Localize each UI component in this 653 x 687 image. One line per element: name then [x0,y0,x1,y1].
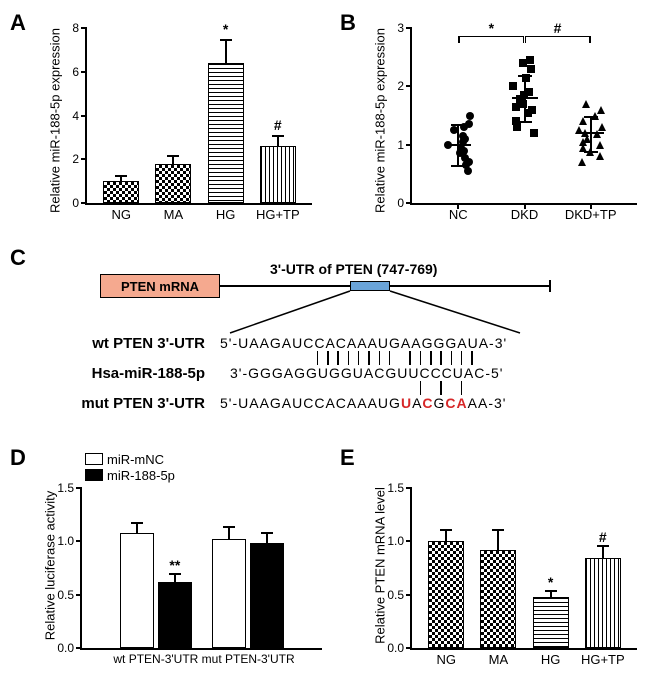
mir-seq: 3'-GGGAGGUGGUACGUUCCCUAC-5' [230,365,503,381]
scatter-point [527,65,535,73]
scatter-point [582,100,590,108]
panel-c: PTEN mRNA 3'-UTR of PTEN (747-769) wt PT… [40,255,625,435]
scatter-point [509,82,517,90]
panel-e-ylabel: Relative PTEN mRNA level [373,471,388,661]
scatter-point [526,56,534,64]
panel-a-ylabel: Relative miR-188-5p expression [48,21,63,221]
bar [212,539,246,648]
figure: A Relative miR-188-5p expression 02468NG… [10,10,643,677]
panel-b-label: B [340,10,356,36]
wt-seq: 5'-UAAGAUCCACAAAUGAAGGGAUA-3' [220,335,507,351]
guide-lines [40,255,625,340]
scatter-point [578,158,586,166]
scatter-point [579,117,587,125]
bar [120,533,154,648]
panel-c-label: C [10,245,26,271]
mir-label: Hsa-miR-188-5p [25,365,205,382]
panel-d-label: D [10,445,26,471]
mut-seq: 5'-UAAGAUCCACAAAUGUACGCAAA-3' [220,395,506,411]
scatter-point [465,120,473,128]
panel-b-ylabel: Relative miR-188-5p expression [373,21,388,221]
panel-e: Relative PTEN mRNA level 0.00.51.01.5NGM… [355,453,653,673]
scatter-point [530,129,538,137]
panel-b-chart: 0123NCDKDDKD+TP*# [410,28,637,205]
bar-HG+TP [585,558,621,648]
bar-HG+TP [260,146,296,203]
scatter-point [598,123,606,131]
legend-text-mnc: miR-mNC [107,452,164,467]
bar [158,582,192,648]
scatter-point [466,112,474,120]
wt-label: wt PTEN 3'-UTR [25,335,205,352]
panel-a-chart: 02468NGMA*HG#HG+TP [85,28,312,205]
panel-e-chart: 0.00.51.01.5NGMA*HG#HG+TP [410,488,637,650]
scatter-point [528,106,536,114]
scatter-point [525,88,533,96]
legend-text-188: miR-188-5p [107,468,175,483]
bar-HG [533,597,569,648]
panel-d-chart: 0.00.51.01.5**wt PTEN-3'UTRmut PTEN-3'UT… [80,488,322,650]
panel-d: Relative luciferase activity miR-mNC miR… [25,453,340,673]
legend-box-188 [85,469,103,481]
mut-label: mut PTEN 3'-UTR [25,395,205,412]
scatter-point [597,106,605,114]
panel-a: Relative miR-188-5p expression 02468NGMA… [30,18,330,238]
bar-MA [480,550,516,648]
panel-a-label: A [10,10,26,36]
panel-b: Relative miR-188-5p expression 0123NCDKD… [355,18,653,238]
bar-NG [428,541,464,648]
scatter-point [596,141,604,149]
legend-box-mnc [85,453,103,465]
scatter-point [596,152,604,160]
bar-MA [155,164,191,203]
bar [250,543,284,648]
panel-d-ylabel: Relative luciferase activity [43,471,58,661]
bar-NG [103,181,139,203]
bar-HG [208,63,244,203]
panel-e-label: E [340,445,355,471]
